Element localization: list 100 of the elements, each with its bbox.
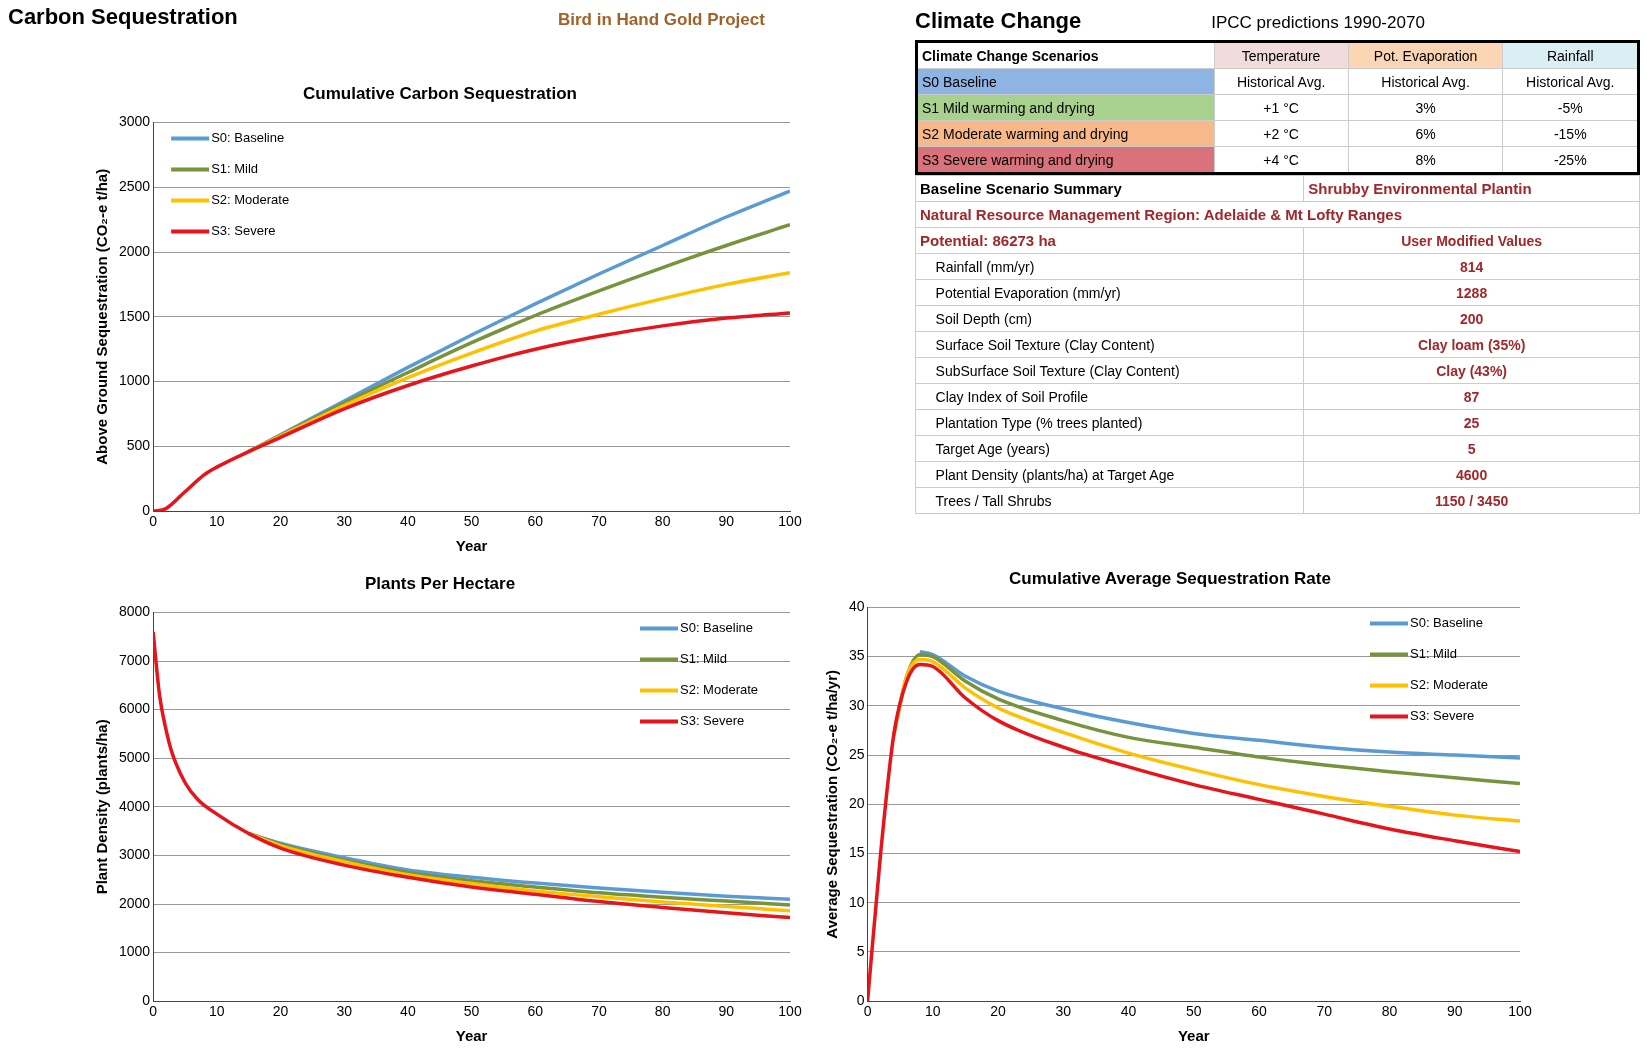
text: Target Age (years): [915, 435, 1304, 462]
y-tick-label: 2500: [118, 178, 151, 195]
x-axis-title: Year: [455, 1027, 488, 1045]
x-axis-title: Year: [455, 537, 488, 555]
text: Natural Resource Management Region: Adelaide & Mt Lofty Ranges: [915, 201, 1640, 228]
y-axis-title: Average Sequestration (CO₂-e t/ha/yr): [823, 669, 841, 939]
text: 200: [1303, 305, 1640, 332]
y-tick-label: 2000: [118, 894, 151, 911]
x-tick-label: 60: [1251, 1003, 1268, 1020]
x-tick-label: 90: [1446, 1003, 1463, 1020]
text: Trees / Tall Shrubs: [915, 487, 1304, 514]
x-tick-label: 80: [654, 1003, 671, 1020]
x-tick-label: 10: [209, 513, 225, 530]
text: Historical Avg.: [1526, 73, 1615, 90]
x-tick-label: 70: [591, 513, 607, 530]
y-tick-label: 3000: [118, 113, 151, 130]
y-tick-label: 20: [848, 795, 865, 812]
x-tick-label: 10: [925, 1003, 941, 1020]
y-tick-label: 1500: [118, 307, 151, 324]
y-tick-label: 4000: [118, 797, 151, 814]
y-tick-label: 40: [848, 598, 865, 615]
x-tick-label: 40: [1120, 1003, 1137, 1020]
text: Shrubby Environmental Plantin: [1303, 175, 1640, 202]
x-tick-label: 30: [336, 513, 353, 530]
x-tick-label: 10: [209, 1003, 225, 1020]
chart-title: Cumulative Carbon Sequestration: [303, 83, 577, 103]
y-tick-label: 5000: [118, 749, 151, 766]
x-tick-label: 100: [778, 513, 802, 530]
text: Bird in Hand Gold Project: [558, 10, 765, 30]
x-tick-label: 30: [336, 1003, 353, 1020]
y-tick-label: 7000: [118, 651, 151, 668]
text: Plantation Type (% trees planted): [915, 409, 1304, 436]
text: 1288: [1303, 279, 1640, 306]
legend-label: S2: Moderate: [1410, 676, 1489, 692]
x-tick-label: 80: [1381, 1003, 1398, 1020]
text: Soil Depth (cm): [915, 305, 1304, 332]
x-tick-label: 100: [778, 1003, 802, 1020]
text: IPCC predictions 1990-2070: [1211, 13, 1425, 33]
x-axis-title: Year: [1177, 1027, 1210, 1045]
text: +4 °C: [1263, 151, 1299, 168]
text: Potential Evaporation (mm/yr): [915, 279, 1304, 306]
text: Historical Avg.: [1236, 73, 1326, 90]
text: 87: [1303, 383, 1640, 410]
category-label: S3 Severe warming and drying: [922, 151, 1114, 168]
category-label: Rainfall: [1502, 41, 1639, 69]
y-tick-label: 1000: [118, 943, 151, 960]
x-tick-label: 40: [400, 1003, 416, 1020]
x-tick-label: 70: [1316, 1003, 1333, 1020]
x-tick-label: 80: [654, 513, 671, 530]
text: 8%: [1415, 151, 1436, 168]
legend-label: S3: Severe: [211, 222, 276, 238]
text: Historical Avg.: [1381, 73, 1470, 90]
y-tick-label: 1000: [118, 372, 151, 389]
text: Carbon Sequestration: [8, 4, 238, 30]
y-tick-label: 0: [142, 502, 151, 519]
category-label: S1 Mild warming and drying: [922, 99, 1095, 116]
chart-title: Cumulative Average Sequestration Rate: [1009, 568, 1331, 588]
x-tick-label: 60: [527, 513, 544, 530]
legend-label: S1: Mild: [1410, 645, 1457, 661]
legend-label: S0: Baseline: [680, 619, 753, 635]
text: 25: [1303, 409, 1640, 436]
y-tick-label: 0: [142, 992, 151, 1009]
y-tick-label: 2000: [118, 242, 151, 259]
y-tick-label: 30: [848, 696, 865, 713]
text: -25%: [1553, 151, 1587, 168]
x-tick-label: 100: [1508, 1003, 1532, 1020]
text: User Modified Values: [1303, 227, 1640, 254]
text: -5%: [1557, 99, 1583, 116]
text: Clay (43%): [1303, 357, 1640, 384]
text: -15%: [1553, 125, 1587, 142]
category-label: Temperature: [1214, 41, 1349, 69]
legend-label: S0: Baseline: [211, 129, 285, 145]
legend-label: S1: Mild: [211, 160, 259, 176]
x-tick-label: 20: [990, 1003, 1007, 1020]
legend-label: S1: Mild: [680, 650, 727, 666]
y-tick-label: 10: [848, 893, 865, 910]
text: Climate Change: [915, 8, 1082, 34]
y-tick-label: 500: [126, 437, 151, 454]
x-tick-label: 20: [272, 1003, 289, 1020]
y-tick-label: 35: [848, 647, 865, 664]
category-label: S2 Moderate warming and drying: [922, 125, 1129, 142]
text: Baseline Scenario Summary: [915, 175, 1304, 202]
x-tick-label: 90: [718, 1003, 735, 1020]
legend-label: S2: Moderate: [680, 681, 759, 697]
line-series: [918, 649, 1520, 760]
legend-label: S0: Baseline: [1410, 614, 1483, 630]
chart-title: Plants Per Hectare: [364, 573, 516, 593]
text: 1150 / 3450: [1303, 487, 1640, 514]
x-tick-label: 20: [272, 513, 289, 530]
text: 5: [1303, 435, 1640, 462]
x-tick-label: 40: [400, 513, 416, 530]
text: Plant Density (plants/ha) at Target Age: [915, 461, 1304, 488]
text: 814: [1303, 253, 1640, 280]
category-label: S0 Baseline: [922, 73, 997, 90]
text: Potential: 86273 ha: [915, 227, 1304, 254]
y-axis-title: Plant Density (plants/ha): [93, 719, 111, 895]
text: SubSurface Soil Texture (Clay Content): [915, 357, 1304, 384]
y-tick-label: 6000: [118, 700, 151, 717]
y-tick-label: 8000: [118, 603, 151, 620]
x-tick-label: 50: [463, 1003, 480, 1020]
